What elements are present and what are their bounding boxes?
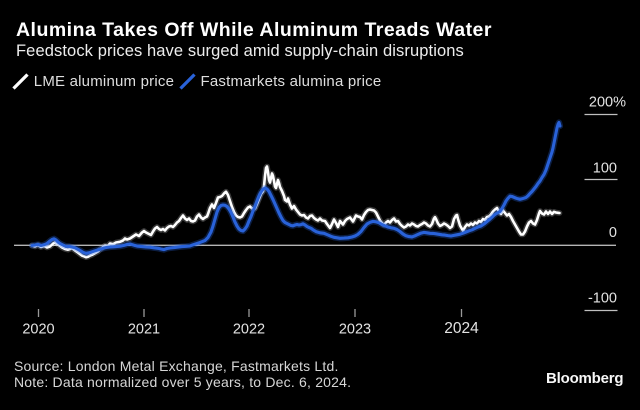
svg-text:200%: 200% bbox=[589, 95, 626, 111]
svg-text:2020: 2020 bbox=[22, 322, 54, 338]
svg-text:2021: 2021 bbox=[128, 322, 160, 338]
svg-text:2024: 2024 bbox=[444, 320, 479, 337]
svg-text:-100: -100 bbox=[588, 291, 617, 307]
svg-text:2023: 2023 bbox=[339, 322, 371, 338]
svg-text:0: 0 bbox=[609, 225, 617, 241]
svg-text:2022: 2022 bbox=[233, 322, 265, 338]
svg-text:100: 100 bbox=[593, 161, 617, 177]
